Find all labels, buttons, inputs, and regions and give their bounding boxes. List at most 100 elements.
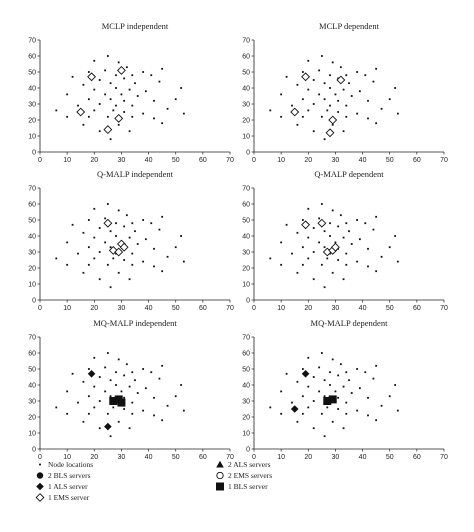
point-dot (329, 235, 331, 237)
point-dot (334, 390, 337, 393)
x-tick-label: 30 (118, 305, 126, 312)
y-tick-label: 0 (246, 447, 250, 454)
x-tick-label: 40 (145, 305, 153, 312)
legend-marker-square-filled (216, 482, 224, 491)
x-tick-label: 10 (277, 454, 285, 461)
point-dot (71, 75, 74, 78)
point-dot (98, 400, 101, 402)
point-dot (93, 88, 96, 91)
y-tick-label: 70 (28, 335, 36, 342)
point-dot (93, 109, 96, 112)
point-dot (134, 230, 136, 233)
x-tick-label: 20 (304, 305, 312, 312)
point-dot (166, 107, 169, 110)
point-dot (112, 109, 115, 112)
point-dot (109, 286, 112, 289)
point-dot (301, 71, 304, 73)
legend-item: 1 EMS server (35, 493, 90, 502)
point-dot (318, 241, 321, 244)
point-dot (301, 115, 304, 118)
point-dot (98, 103, 101, 105)
point-dot (66, 241, 69, 244)
point-dot (136, 95, 139, 97)
x-tick-label: 30 (332, 157, 340, 164)
legend-label: 1 EMS server (48, 493, 90, 502)
point-dot (109, 98, 112, 101)
x-tick-label: 60 (199, 305, 207, 312)
point-dot (182, 409, 185, 412)
x-tick-label: 60 (413, 454, 421, 461)
point-dot (320, 412, 323, 415)
y-tick-label: 0 (246, 150, 250, 157)
point-dot (109, 435, 112, 438)
chart-title: MCLP independent (102, 21, 169, 31)
point-dot (125, 363, 128, 366)
point-dot (115, 222, 117, 225)
point-square-filled (109, 397, 118, 405)
point-dot (323, 286, 326, 289)
point-dot (131, 401, 134, 404)
point-dot (150, 371, 153, 374)
point-dot (115, 384, 117, 386)
point-diamond-open (317, 218, 327, 228)
point-dot (112, 406, 115, 409)
point-dot (131, 222, 134, 225)
point-dot (329, 384, 331, 386)
point-dot (364, 74, 367, 77)
point-dot (66, 93, 69, 96)
y-tick-label: 20 (242, 118, 250, 125)
chart-panel-3: Q-MALP independent 0 10 20 30 40 50 60 70 0 10 20 30… (28, 169, 234, 312)
point-dot (55, 406, 58, 409)
point-dot (128, 130, 131, 133)
point-dot (134, 379, 136, 382)
point-dot (312, 376, 315, 378)
point-dot (109, 82, 112, 85)
point-dot (318, 217, 321, 220)
point-dot (291, 104, 293, 107)
point-dot (337, 408, 340, 410)
x-tick-label: 20 (90, 157, 98, 164)
y-tick-label: 10 (242, 431, 250, 438)
x-tick-label: 70 (440, 157, 448, 164)
point-dot (331, 123, 334, 126)
legend-marker-circle-open (216, 471, 224, 480)
y-tick-label: 40 (28, 86, 36, 93)
x-tick-label: 60 (199, 157, 207, 164)
point-dot (82, 380, 85, 383)
point-dot (320, 203, 323, 205)
point-dot (301, 395, 304, 398)
point-dot (131, 263, 134, 266)
point-dot (312, 130, 315, 133)
x-tick-label: 30 (118, 454, 126, 461)
point-square-filled (117, 398, 126, 407)
point-dot (345, 115, 348, 118)
point-dot (331, 358, 334, 361)
point-dot (356, 112, 359, 115)
x-tick-label: 10 (63, 157, 71, 164)
point-dot (128, 88, 131, 91)
point-dot (109, 395, 112, 398)
y-tick-label: 50 (28, 70, 36, 77)
point-dot (296, 123, 299, 126)
point-dot (318, 93, 321, 96)
point-dot (174, 98, 177, 101)
y-tick-label: 50 (242, 367, 250, 374)
point-dot (367, 396, 369, 399)
point-dot (87, 412, 90, 415)
point-dot (331, 420, 334, 423)
point-dot (174, 395, 177, 398)
x-tick-label: 50 (172, 157, 180, 164)
point-dot (93, 207, 96, 210)
point-dot (345, 401, 348, 404)
point-dot (87, 98, 90, 101)
point-dot (280, 263, 283, 266)
point-dot (345, 263, 348, 266)
legend: Node locations 2 BLS servers 1 ALS server 1… (35, 460, 272, 502)
point-dot (131, 412, 134, 415)
point-dot (307, 59, 310, 62)
point-dot (380, 255, 383, 258)
point-dot (307, 88, 310, 91)
point-dot (339, 363, 342, 366)
point-dot (394, 384, 397, 386)
point-dot (98, 227, 101, 229)
